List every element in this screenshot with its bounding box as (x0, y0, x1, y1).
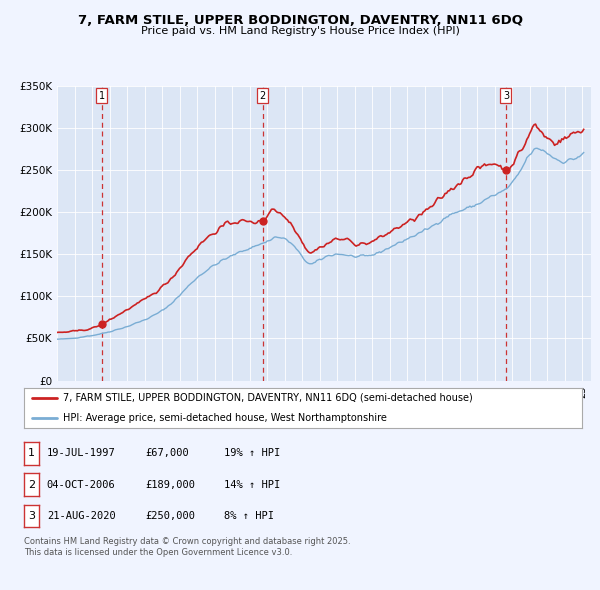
Text: 2: 2 (260, 91, 266, 101)
Text: 1: 1 (98, 91, 105, 101)
Text: 2: 2 (28, 480, 35, 490)
Text: 04-OCT-2006: 04-OCT-2006 (47, 480, 116, 490)
Text: 14% ↑ HPI: 14% ↑ HPI (224, 480, 280, 490)
Text: 7, FARM STILE, UPPER BODDINGTON, DAVENTRY, NN11 6DQ: 7, FARM STILE, UPPER BODDINGTON, DAVENTR… (77, 14, 523, 27)
Text: £67,000: £67,000 (146, 448, 190, 458)
Text: £189,000: £189,000 (146, 480, 196, 490)
Text: Contains HM Land Registry data © Crown copyright and database right 2025.
This d: Contains HM Land Registry data © Crown c… (24, 537, 350, 557)
Text: 3: 3 (503, 91, 509, 101)
Text: HPI: Average price, semi-detached house, West Northamptonshire: HPI: Average price, semi-detached house,… (63, 413, 387, 422)
Text: 3: 3 (28, 511, 35, 521)
Text: 7, FARM STILE, UPPER BODDINGTON, DAVENTRY, NN11 6DQ (semi-detached house): 7, FARM STILE, UPPER BODDINGTON, DAVENTR… (63, 393, 473, 402)
Text: 8% ↑ HPI: 8% ↑ HPI (224, 511, 274, 521)
Text: 21-AUG-2020: 21-AUG-2020 (47, 511, 116, 521)
Text: Price paid vs. HM Land Registry's House Price Index (HPI): Price paid vs. HM Land Registry's House … (140, 26, 460, 35)
Text: 19% ↑ HPI: 19% ↑ HPI (224, 448, 280, 458)
Text: 19-JUL-1997: 19-JUL-1997 (47, 448, 116, 458)
Text: £250,000: £250,000 (146, 511, 196, 521)
Text: 1: 1 (28, 448, 35, 458)
